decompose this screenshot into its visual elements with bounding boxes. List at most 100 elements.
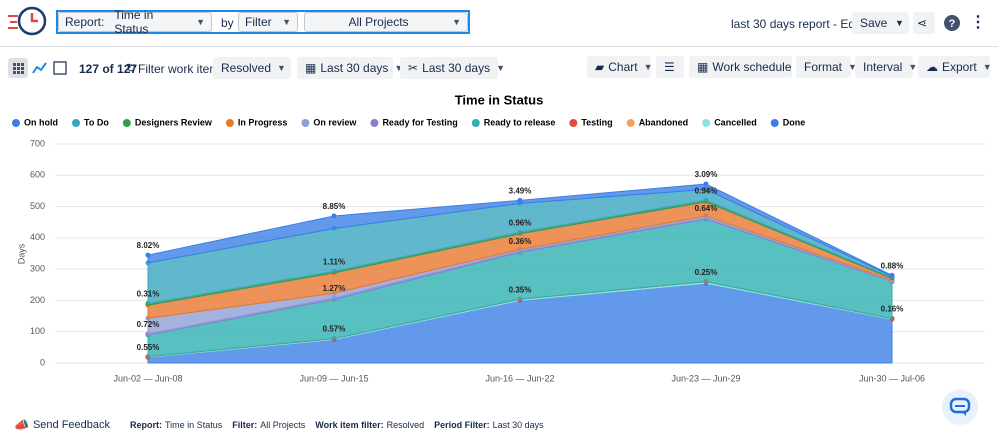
more-save[interactable]: ▼ [889, 12, 909, 34]
annotation: 0.64% [695, 204, 718, 213]
legend-label: Designers Review [135, 117, 213, 127]
value: Time in Status [114, 8, 154, 36]
annotation: 8.85% [323, 202, 346, 211]
annotation: 0.36% [509, 237, 532, 246]
legend-swatch [225, 119, 234, 127]
feedback-icon: 📣 [14, 418, 29, 432]
annotation: 0.55% [137, 343, 160, 352]
footer-item: Report: Time in Status [130, 420, 222, 430]
save-button[interactable]: Save [852, 12, 896, 34]
label: Report: [65, 15, 105, 29]
legend-label: Done [783, 117, 806, 127]
by-label: by [221, 16, 234, 30]
annotation: 0.31% [137, 290, 160, 299]
period-select[interactable]: ▦ Last 30 days ▼ [297, 57, 403, 79]
footer-item: Filter: All Projects [232, 420, 305, 430]
annotation: 0.25% [695, 268, 718, 277]
x-tick-label: Jun-16 — Jun-22 [485, 373, 554, 383]
legend-label: On hold [24, 117, 58, 127]
item-count: 127 of 127 [79, 62, 138, 76]
footer-label: Period Filter: [434, 420, 490, 430]
legend-label: Abandoned [639, 117, 689, 127]
annotation: 8.02% [137, 241, 160, 250]
annotation: 0.88% [881, 262, 904, 271]
legend-item: Cancelled [702, 117, 757, 127]
footer-label: Report: [130, 420, 163, 430]
footer: 📣 Send Feedback Report: Time in Status Fil… [14, 417, 554, 433]
footer-label: Filter: [232, 420, 258, 430]
legend-swatch [702, 119, 711, 127]
help-icon[interactable]: ? [943, 14, 961, 32]
refresh-icon[interactable]: ↻ [126, 61, 137, 75]
report-select[interactable]: Report: Time in Status ▼ [58, 8, 212, 36]
footer-label: Work item filter: [315, 420, 384, 430]
legend-label: In Progress [238, 117, 288, 127]
legend-swatch [72, 119, 80, 127]
export-button[interactable]: ☁ Export ▼ [918, 56, 992, 78]
chart-title: Time in Status [455, 92, 544, 107]
legend-item: Designers Review [122, 117, 213, 127]
legend-swatch [12, 119, 20, 127]
legend-item: Ready to release [471, 117, 556, 127]
legend-swatch [770, 119, 779, 127]
legend-swatch [471, 119, 480, 127]
y-tick-label: 500 [30, 201, 45, 211]
x-tick-label: Jun-23 — Jun-29 [671, 373, 740, 383]
projects-select[interactable]: All Projects ▼ [304, 12, 468, 32]
legend-swatch [370, 119, 379, 127]
value: All Projects [348, 15, 409, 29]
svg-text:?: ? [949, 18, 956, 30]
by-select[interactable]: Filter ▼ [238, 12, 298, 32]
y-axis-label: Days [16, 243, 26, 264]
annotation: 3.49% [509, 186, 532, 195]
footer-value: Last 30 days [492, 420, 544, 430]
point [703, 181, 709, 187]
annotation: 0.57% [323, 325, 346, 334]
chat-button[interactable] [940, 387, 980, 427]
value: Interval [863, 60, 903, 74]
value: Filter [245, 15, 272, 29]
value: Last 30 days [422, 61, 491, 75]
value: Format [804, 60, 843, 74]
legend-item: On hold [12, 117, 58, 127]
send-feedback[interactable]: Send Feedback [32, 419, 111, 431]
point [331, 213, 337, 219]
chart-button[interactable]: ▰ Chart ▼ [587, 56, 653, 78]
report-status: last 30 days report - Edited [731, 17, 875, 31]
footer-value: All Projects [260, 420, 306, 430]
y-tick-label: 300 [30, 264, 45, 274]
view-icons[interactable] [8, 58, 72, 78]
work-schedule-button[interactable]: ▦Work schedule▼ [689, 56, 806, 78]
app-logo [8, 6, 47, 36]
x-tick-label: Jun-09 — Jun-15 [299, 373, 368, 383]
annotation: 1.27% [323, 284, 346, 293]
chart: Time in Status Days 0 100 200 300 400 500 600 7… [12, 92, 985, 383]
legend-item: Abandoned [626, 117, 689, 127]
resolved-select[interactable]: Resolved ▼ [213, 57, 291, 79]
legend-label: Testing [581, 117, 612, 127]
format-button[interactable]: Format ▼ [796, 56, 857, 78]
legend-label: Ready to release [484, 117, 556, 127]
menu-icon[interactable]: ⋮ [970, 14, 986, 31]
legend-label: On review [313, 117, 357, 127]
point [145, 252, 151, 258]
y-tick-label: 0 [40, 357, 45, 367]
share-button[interactable]: ⋖ [913, 12, 935, 34]
footer-value: Resolved [386, 420, 425, 430]
annotation: 0.72% [137, 320, 160, 329]
legend-swatch [301, 119, 310, 127]
footer-item: Period Filter: Last 30 days [434, 420, 544, 430]
annotation: 0.35% [509, 285, 532, 294]
legend-label: To Do [84, 117, 109, 127]
value: Resolved [221, 61, 272, 75]
legend-swatch [569, 119, 578, 127]
interval-button[interactable]: Interval ▼ [855, 56, 917, 78]
legend-item: On review [301, 117, 357, 127]
x-tick-label: Jun-30 — Jul-06 [859, 373, 925, 383]
period-filter[interactable]: ✂ Last 30 days ▼ [400, 57, 505, 79]
annotation: 3.09% [695, 170, 718, 179]
value: Work schedule [712, 60, 792, 74]
settings-button[interactable]: ☰ [656, 56, 684, 78]
annotation: 0.96% [509, 218, 532, 227]
